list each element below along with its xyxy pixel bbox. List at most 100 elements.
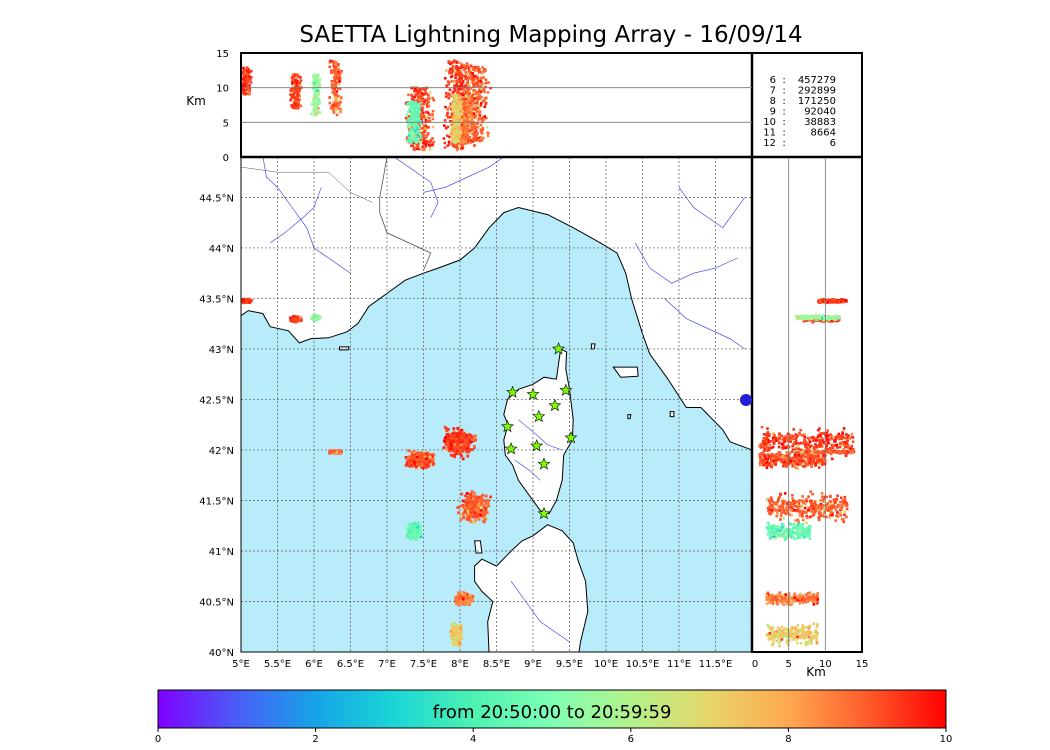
lightning-source-point bbox=[460, 492, 464, 496]
side-source-point bbox=[807, 453, 810, 456]
altitude-source-point bbox=[463, 102, 467, 106]
altitude-source-point bbox=[472, 75, 476, 78]
altitude-source-point bbox=[459, 87, 462, 90]
lightning-source-point bbox=[460, 443, 464, 447]
lightning-source-point bbox=[414, 528, 418, 531]
side-source-point bbox=[817, 504, 821, 508]
altitude-source-point bbox=[407, 110, 410, 113]
side-source-point bbox=[794, 442, 798, 445]
altitude-source-point bbox=[247, 71, 251, 74]
side-source-point bbox=[847, 434, 850, 437]
side-source-point bbox=[807, 460, 811, 463]
lightning-source-point bbox=[424, 457, 428, 461]
altitude-source-point bbox=[473, 130, 477, 134]
altitude-source-point bbox=[480, 100, 484, 104]
lightning-source-point bbox=[431, 452, 434, 456]
altitude-source-point bbox=[470, 77, 473, 81]
lightning-source-point bbox=[458, 641, 461, 645]
altitude-source-point bbox=[450, 137, 454, 141]
side-source-point bbox=[817, 428, 820, 432]
altitude-source-point bbox=[452, 90, 455, 94]
altitude-source-point bbox=[293, 80, 296, 83]
altitude-source-point bbox=[315, 112, 319, 115]
altitude-source-point bbox=[409, 138, 412, 141]
lightning-source-point bbox=[463, 595, 467, 598]
altitude-source-point bbox=[415, 132, 418, 136]
altitude-source-point bbox=[476, 78, 480, 81]
side-source-point bbox=[841, 436, 844, 440]
side-source-point bbox=[766, 438, 770, 441]
side-source-point bbox=[834, 519, 837, 522]
altitude-source-point bbox=[457, 80, 460, 83]
lightning-source-point bbox=[467, 596, 470, 600]
station-star-marker bbox=[532, 409, 546, 423]
altitude-source-point bbox=[298, 90, 301, 93]
altitude-source-point bbox=[334, 80, 337, 84]
lightning-source-point bbox=[487, 504, 491, 508]
side-source-point bbox=[811, 458, 815, 461]
lightning-source-point bbox=[461, 602, 464, 606]
lightning-source-point bbox=[469, 501, 473, 505]
altitude-source-point bbox=[461, 81, 465, 85]
altitude-source-point bbox=[447, 60, 450, 63]
altitude-source-point bbox=[443, 77, 447, 80]
altitude-source-point bbox=[294, 98, 298, 101]
lightning-source-point bbox=[424, 463, 427, 466]
lightning-source-point bbox=[242, 299, 246, 303]
altitude-source-point bbox=[416, 110, 420, 113]
altitude-source-point bbox=[444, 105, 447, 109]
altitude-source-point bbox=[313, 112, 316, 116]
altitude-source-point bbox=[246, 90, 249, 93]
altitude-source-point bbox=[464, 135, 467, 139]
altitude-source-point bbox=[333, 89, 336, 93]
altitude-source-point bbox=[466, 109, 469, 112]
lightning-source-point bbox=[456, 626, 460, 630]
altitude-source-point bbox=[469, 71, 472, 74]
altitude-source-point bbox=[464, 74, 467, 78]
lightning-source-point bbox=[469, 520, 473, 524]
side-source-point bbox=[772, 432, 775, 436]
altitude-source-point bbox=[244, 74, 247, 78]
lightning-source-point bbox=[476, 499, 479, 503]
altitude-source-point bbox=[411, 95, 414, 99]
side-source-point bbox=[770, 461, 774, 464]
lightning-source-point bbox=[445, 435, 449, 439]
side-source-point bbox=[820, 458, 824, 462]
altitude-source-point bbox=[425, 103, 429, 106]
lightning-source-point bbox=[426, 462, 429, 466]
altitude-source-point bbox=[427, 94, 430, 97]
lightning-source-point bbox=[314, 315, 318, 319]
lightning-source-point bbox=[423, 452, 426, 456]
altitude-source-point bbox=[457, 84, 461, 88]
lightning-source-point bbox=[478, 506, 481, 510]
lightning-source-point bbox=[412, 536, 416, 539]
altitude-source-point bbox=[455, 79, 458, 83]
altitude-source-point bbox=[475, 129, 478, 132]
altitude-source-point bbox=[405, 137, 409, 141]
altitude-source-point bbox=[455, 70, 458, 74]
altitude-source-point bbox=[463, 88, 466, 92]
side-source-point bbox=[818, 445, 822, 448]
altitude-source-point bbox=[294, 106, 297, 110]
altitude-source-point bbox=[453, 69, 457, 73]
altitude-source-point bbox=[460, 144, 463, 148]
altitude-source-point bbox=[471, 77, 474, 80]
altitude-source-point bbox=[461, 87, 464, 91]
side-source-point bbox=[789, 461, 793, 465]
side-source-point bbox=[765, 455, 769, 458]
side-source-point bbox=[806, 460, 809, 464]
lightning-source-point bbox=[414, 467, 418, 470]
side-source-point bbox=[835, 443, 838, 447]
altitude-source-point bbox=[330, 69, 333, 72]
altitude-source-point bbox=[461, 93, 465, 97]
altitude-source-point bbox=[485, 125, 489, 129]
altitude-source-point bbox=[243, 85, 247, 88]
altitude-source-point bbox=[450, 129, 453, 132]
altitude-source-point bbox=[336, 87, 340, 90]
altitude-source-point bbox=[242, 75, 246, 79]
altitude-source-point bbox=[416, 108, 420, 111]
lightning-source-point bbox=[416, 458, 420, 462]
altitude-source-point bbox=[416, 98, 420, 101]
altitude-source-point bbox=[414, 129, 417, 132]
